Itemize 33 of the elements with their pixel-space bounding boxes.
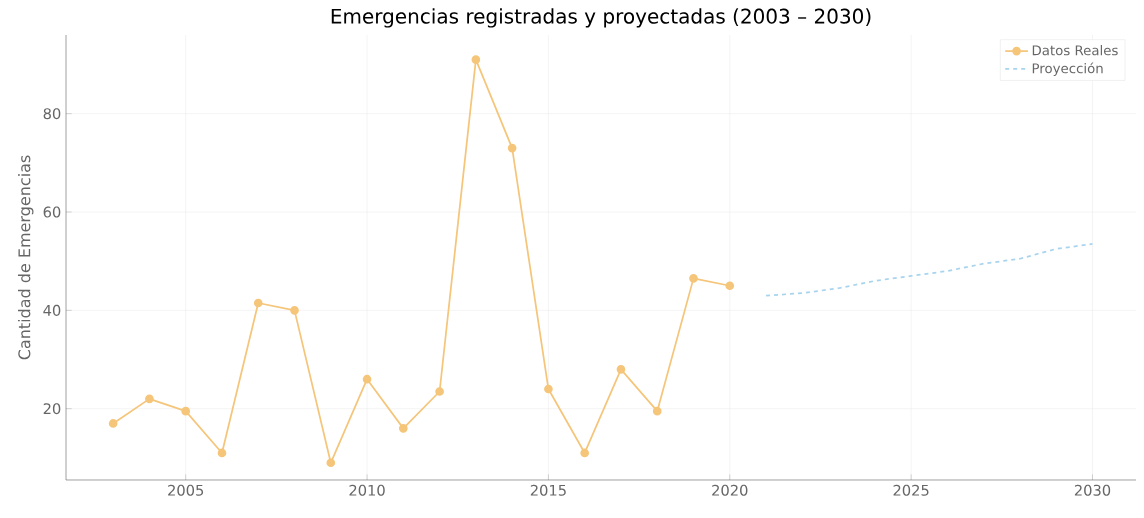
y-axis-title: Cantidad de Emergencias	[18, 155, 34, 360]
y-tick-label: 40	[43, 304, 61, 316]
point	[181, 406, 191, 416]
point	[145, 394, 154, 404]
point	[689, 274, 698, 283]
point	[471, 55, 481, 64]
point	[108, 419, 118, 428]
y-tick-label: 60	[43, 206, 61, 218]
x-tick-label: 2020	[712, 484, 748, 496]
point	[725, 281, 735, 291]
x-tick-label: 2025	[893, 484, 929, 496]
point	[398, 424, 408, 433]
line-series	[765, 243, 1094, 297]
point	[435, 387, 444, 396]
point	[362, 374, 372, 384]
point	[217, 448, 227, 458]
point	[326, 458, 336, 468]
y-tick-label: 80	[43, 108, 61, 120]
point	[616, 365, 626, 374]
legend-label: Proyección	[1032, 62, 1103, 76]
point	[544, 384, 553, 394]
x-tick-label: 2005	[168, 484, 204, 496]
point	[652, 406, 662, 416]
point	[580, 448, 590, 458]
y-tick-label: 20	[43, 403, 61, 415]
chart-title: Emergencias registradas y proyectadas (2003 – 2030)	[331, 8, 871, 28]
point	[507, 143, 517, 153]
x-tick-label: 2010	[349, 484, 385, 496]
point	[253, 298, 263, 308]
x-tick-label: 2030	[1074, 484, 1111, 496]
legend-label: Datos Reales	[1032, 45, 1118, 56]
x-tick-label: 2015	[530, 484, 566, 496]
point	[290, 306, 299, 315]
